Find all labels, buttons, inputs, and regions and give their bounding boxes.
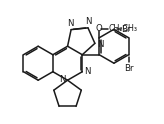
Text: N: N [86, 17, 92, 26]
Text: N: N [84, 67, 91, 76]
Text: N: N [59, 75, 65, 84]
Text: Br: Br [124, 64, 133, 73]
Text: N: N [67, 19, 73, 28]
Text: CH₂CH₃: CH₂CH₃ [109, 24, 138, 33]
Text: N: N [97, 40, 104, 49]
Text: Br: Br [121, 25, 131, 34]
Text: O: O [96, 24, 103, 33]
